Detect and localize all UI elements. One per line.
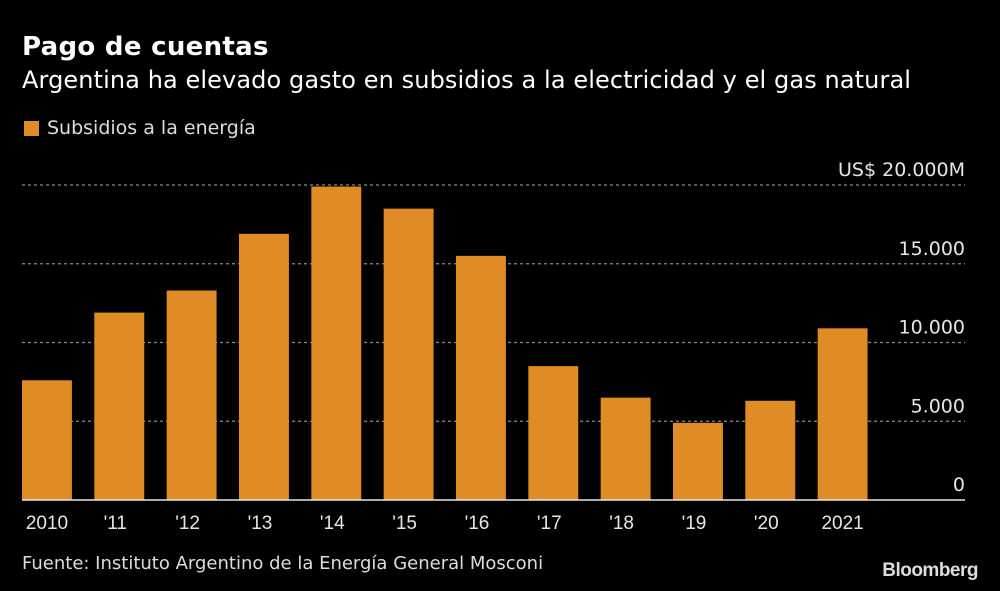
bar — [673, 422, 723, 500]
legend-swatch — [24, 120, 39, 136]
legend-label: Subsidios a la energía — [47, 117, 256, 139]
x-tick-label: '15 — [392, 513, 417, 534]
y-axis-labels: 0 5.000 10.000 15.000 US$ 20.000M — [838, 159, 965, 496]
bloomberg-logo: Bloomberg — [882, 560, 978, 581]
bar — [94, 312, 145, 500]
chart-title: Pago de cuentas — [22, 32, 269, 62]
x-tick-label: '13 — [248, 513, 273, 534]
x-tick-label: 2010 — [26, 513, 68, 534]
y-tick-label: 10.000 — [899, 317, 965, 339]
bar — [528, 366, 579, 500]
y-tick-label: 15.000 — [899, 238, 965, 260]
y-tick-label: 5.000 — [911, 395, 965, 417]
bar — [745, 400, 796, 500]
x-tick-label: '20 — [754, 513, 779, 534]
x-tick-label: '18 — [609, 513, 634, 534]
x-tick-label: '19 — [682, 513, 707, 534]
bar — [166, 290, 217, 500]
bar — [239, 233, 289, 500]
bar — [311, 186, 362, 500]
bar — [817, 328, 868, 500]
bars — [22, 186, 868, 500]
bar — [456, 255, 506, 500]
x-tick-label: 2021 — [821, 513, 863, 534]
x-tick-label: '16 — [465, 513, 490, 534]
bar — [22, 380, 72, 500]
y-tick-label: 0 — [953, 474, 965, 496]
y-tick-label: US$ 20.000M — [838, 159, 965, 181]
source-note: Fuente: Instituto Argentino de la Energí… — [22, 553, 544, 574]
bar — [383, 208, 434, 500]
chart-subtitle: Argentina ha elevado gasto en subsidios … — [22, 66, 912, 94]
bar — [600, 397, 651, 500]
x-tick-label: '14 — [320, 513, 345, 534]
x-axis-labels: 2010 '11 '12 '13 '14 '15 '16 '17 '18 '19 '20 2021 — [26, 513, 864, 534]
x-tick-label: '12 — [175, 513, 200, 534]
x-tick-label: '11 — [104, 513, 127, 534]
legend: Subsidios a la energía — [24, 117, 256, 139]
x-tick-label: '17 — [537, 513, 562, 534]
